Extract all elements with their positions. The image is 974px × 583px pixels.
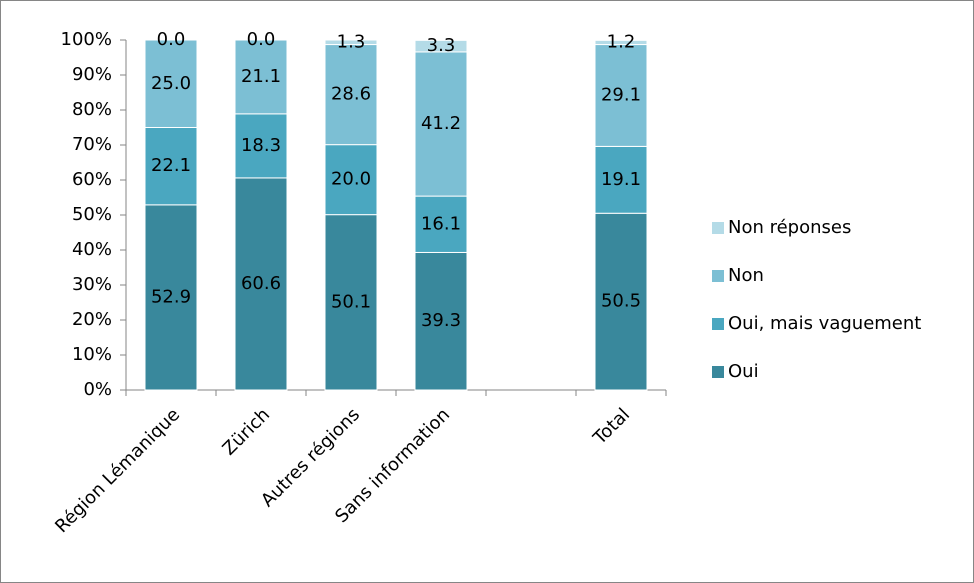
y-tick-label: 40% [72,239,112,260]
value-label: 16.1 [421,213,461,234]
y-tick-label: 70% [72,134,112,155]
value-label: 29.1 [601,84,641,105]
y-tick-label: 0% [83,379,112,400]
y-tick-label: 50% [72,204,112,225]
legend-swatch [712,270,724,282]
value-label: 1.3 [337,31,366,52]
bar-segment [324,214,378,391]
value-label: 18.3 [241,135,281,156]
bar-segment [144,204,198,391]
value-label: 20.0 [331,169,371,190]
bar-segment [324,44,378,146]
y-tick-label: 10% [72,344,112,365]
bar-segment [414,251,468,391]
value-label: 1.2 [607,31,636,52]
value-label: 41.2 [421,113,461,134]
value-label: 50.5 [601,291,641,312]
value-label: 28.6 [331,84,371,105]
bar-segment [234,39,288,115]
y-tick-label: 80% [72,99,112,120]
y-tick-label: 30% [72,274,112,295]
bar-segment [594,212,648,391]
value-label: 25.0 [151,73,191,94]
bar-segment [414,195,468,253]
bar-segment [414,51,468,197]
y-tick-label: 60% [72,169,112,190]
bar-segment [234,113,288,179]
bar-segment [144,39,198,128]
legend-swatch [712,222,724,234]
legend-swatch [712,366,724,378]
bar-segment [324,39,378,46]
bar-segment [594,39,648,46]
y-tick-label: 20% [72,309,112,330]
value-label: 0.0 [157,29,186,50]
value-label: 21.1 [241,66,281,87]
bar-segment [234,177,288,391]
value-label: 50.1 [331,291,371,312]
value-label: 39.3 [421,310,461,331]
value-label: 22.1 [151,155,191,176]
legend-label: Non [728,265,764,286]
y-tick-label: 100% [61,29,112,50]
value-label: 52.9 [151,286,191,307]
bar-segment [594,44,648,147]
value-label: 19.1 [601,169,641,190]
legend-label: Oui [728,361,759,382]
value-label: 3.3 [427,35,456,56]
value-label: 0.0 [247,29,276,50]
bar-segment [144,127,198,206]
legend-label: Oui, mais vaguement [728,313,921,334]
legend-label: Non réponses [728,217,851,238]
bar-segment [324,144,378,216]
value-label: 60.6 [241,273,281,294]
bar-segment [414,39,468,53]
legend-swatch [712,318,724,330]
y-tick-label: 90% [72,64,112,85]
